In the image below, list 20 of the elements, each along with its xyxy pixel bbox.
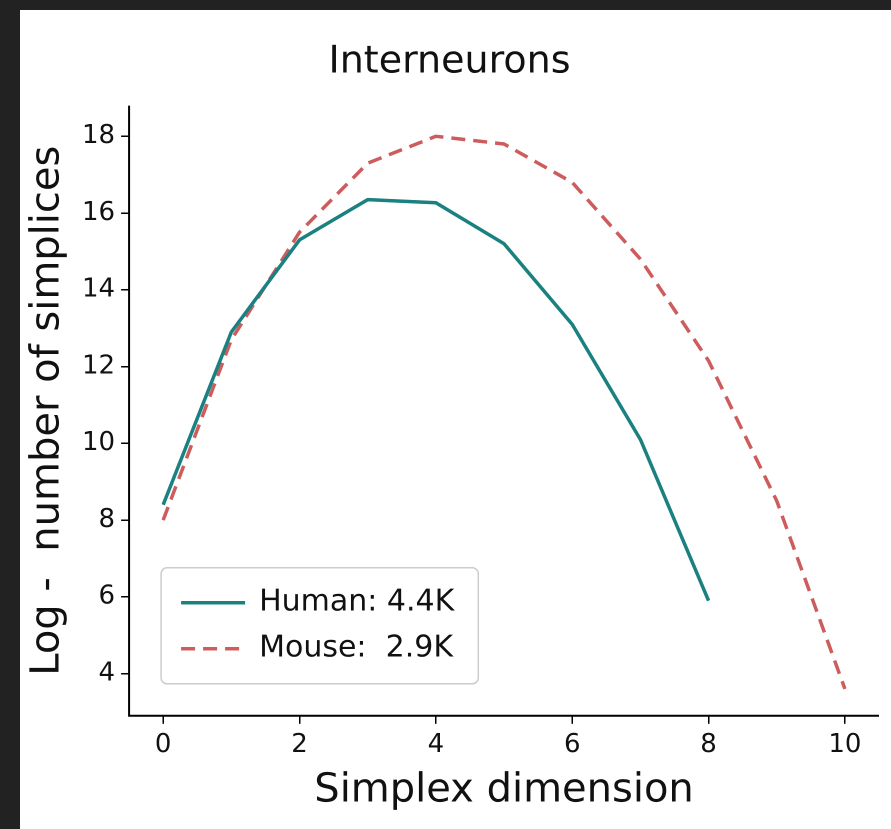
y-tick-label: 18 <box>82 120 116 150</box>
line-series <box>161 134 847 691</box>
chart-title: Interneurons <box>328 38 570 82</box>
y-axis-title: Log - number of simplices <box>22 146 68 676</box>
x-axis-title: Simplex dimension <box>314 765 694 812</box>
y-tick-label: 4 <box>98 657 116 688</box>
legend-label: Human: 4.4K <box>259 584 456 619</box>
x-tick-label: 0 <box>154 729 172 760</box>
x-tick-label: 8 <box>700 729 717 760</box>
y-tick-label: 10 <box>82 427 116 458</box>
y-tick-label: 6 <box>98 580 116 611</box>
legend-label: Mouse: 2.9K <box>259 630 454 665</box>
y-tick-label: 16 <box>82 196 116 227</box>
x-tick-label: 6 <box>564 729 580 760</box>
x-tick-label: 10 <box>828 729 862 760</box>
y-tick-label: 12 <box>82 350 116 380</box>
y-tick-label: 8 <box>98 504 116 534</box>
y-tick-label: 14 <box>82 274 116 304</box>
x-tick-label: 2 <box>291 729 308 760</box>
x-tick-label: 4 <box>428 729 444 760</box>
